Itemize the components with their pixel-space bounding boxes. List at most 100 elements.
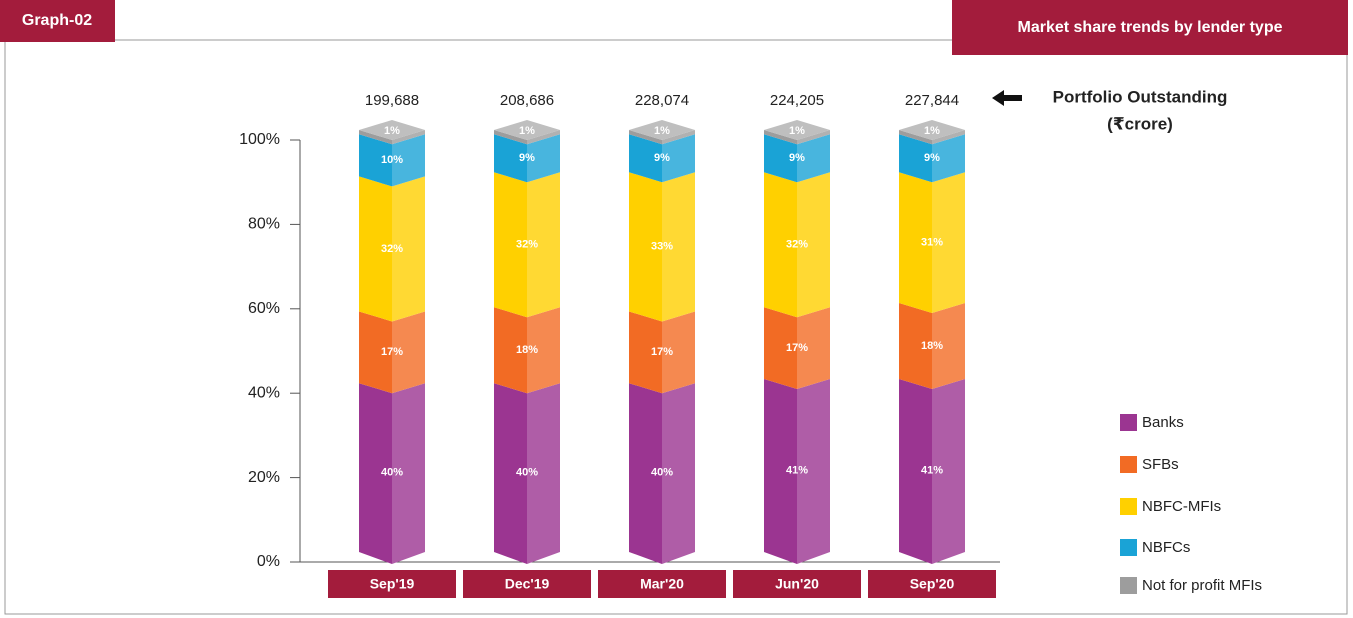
bar-segment — [494, 172, 560, 318]
data-label: 9% — [654, 152, 670, 164]
legend-swatch — [1120, 456, 1137, 473]
segment-right — [932, 378, 965, 564]
y-tick-label: 0% — [257, 553, 280, 570]
bar-segment — [629, 311, 695, 394]
portfolio-unit: (₹crore) — [1107, 114, 1173, 133]
segment-left — [359, 311, 392, 394]
data-label: 1% — [384, 125, 400, 137]
segment-right — [932, 130, 965, 145]
bar-segment — [899, 378, 965, 564]
segment-left — [629, 134, 662, 183]
x-tick-label: Jun'20 — [775, 576, 819, 592]
segment-right — [797, 130, 830, 145]
frame — [4, 39, 1348, 615]
segment-right — [392, 134, 425, 187]
segment-right — [527, 130, 560, 145]
y-tick-label: 20% — [248, 469, 280, 486]
segment-left — [899, 134, 932, 183]
data-label: 32% — [516, 239, 538, 251]
segment-left — [899, 303, 932, 389]
segment-left — [494, 130, 527, 145]
data-label: 17% — [651, 346, 673, 358]
bar-segment — [629, 172, 695, 322]
data-label: 1% — [654, 125, 670, 137]
data-label: 41% — [921, 464, 943, 476]
legend-label: NBFC-MFIs — [1142, 498, 1221, 515]
segment-right — [662, 172, 695, 322]
data-label: 1% — [519, 125, 535, 137]
portfolio-label: 208,686 — [500, 92, 554, 109]
segment-right — [527, 383, 560, 564]
data-label: 17% — [381, 346, 403, 358]
segment-left — [359, 176, 392, 322]
segment-right — [932, 303, 965, 389]
data-label: 17% — [786, 342, 808, 354]
bar-segment — [629, 134, 695, 183]
segment-right — [392, 383, 425, 564]
legend-label: SFBs — [1142, 456, 1179, 473]
bar-segment — [764, 120, 830, 145]
segment-left — [629, 130, 662, 145]
bar-segment — [359, 383, 425, 564]
segment-left — [494, 172, 527, 318]
segment-right — [662, 134, 695, 183]
portfolio-label: 228,074 — [635, 92, 689, 109]
portfolio-label: 227,844 — [905, 92, 959, 109]
bar-segment — [764, 307, 830, 389]
segment-right — [662, 311, 695, 394]
legend-swatch — [1120, 414, 1137, 431]
bar-segment — [629, 120, 695, 145]
segment-left — [359, 134, 392, 187]
bar-segment — [764, 134, 830, 183]
portfolio-label: 224,205 — [770, 92, 824, 109]
data-label: 9% — [924, 152, 940, 164]
category-box — [868, 570, 996, 598]
data-label: 1% — [924, 125, 940, 137]
segment-right — [662, 383, 695, 564]
segment-left — [764, 130, 797, 145]
bar-cap — [899, 120, 965, 140]
segment-right — [392, 130, 425, 145]
segment-left — [629, 172, 662, 322]
segment-right — [527, 307, 560, 394]
data-label: 32% — [381, 243, 403, 255]
segment-left — [899, 172, 932, 314]
bar-segment — [899, 120, 965, 145]
segment-left — [359, 130, 392, 145]
x-tick-label: Mar'20 — [640, 576, 684, 592]
segment-right — [392, 176, 425, 322]
segment-left — [359, 383, 392, 564]
portfolio-label: 199,688 — [365, 92, 419, 109]
arrow — [992, 90, 1022, 106]
bar-segment — [764, 378, 830, 564]
bar-segment — [494, 307, 560, 394]
bar-segment — [494, 383, 560, 564]
portfolio-title: Portfolio Outstanding — [1053, 87, 1228, 106]
x-tick-label: Dec'19 — [505, 576, 550, 592]
bar-segment — [359, 176, 425, 322]
data-label: 32% — [786, 239, 808, 251]
segment-right — [797, 172, 830, 318]
segment-left — [494, 307, 527, 394]
segment-right — [932, 172, 965, 314]
data-label: 1% — [789, 125, 805, 137]
segment-right — [797, 134, 830, 183]
segment-left — [494, 134, 527, 183]
data-label: 10% — [381, 154, 403, 166]
category-box — [598, 570, 726, 598]
segment-left — [494, 383, 527, 564]
legend-label: Not for profit MFIs — [1142, 577, 1262, 594]
legend-swatch — [1120, 577, 1137, 594]
category-box — [463, 570, 591, 598]
bar-segment — [899, 303, 965, 389]
legend-swatch — [1120, 498, 1137, 515]
legend-label: Banks — [1142, 414, 1184, 431]
segment-right — [797, 378, 830, 564]
data-label: 9% — [519, 152, 535, 164]
segment-left — [764, 307, 797, 389]
data-label: 18% — [516, 344, 538, 356]
data-label: 18% — [921, 340, 943, 352]
bar-cap — [494, 120, 560, 140]
bar-segment — [629, 383, 695, 564]
